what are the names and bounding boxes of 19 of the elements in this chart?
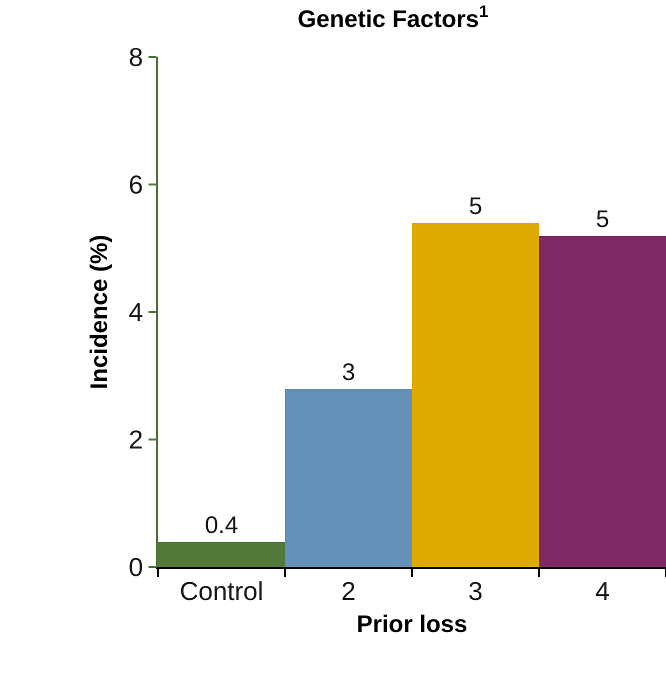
bar [412, 223, 539, 567]
bar [539, 236, 666, 567]
bar [285, 389, 412, 567]
data-label: 5 [596, 206, 610, 233]
data-label: 0.4 [204, 512, 238, 539]
y-axis-title: Incidence (%) [86, 234, 114, 390]
data-label: 3 [342, 359, 356, 386]
x-tick-label: 2 [341, 576, 356, 606]
chart-title: Genetic Factors$^{1}$ [298, 2, 488, 33]
data-label: 5 [468, 193, 482, 220]
y-tick-label: 0 [128, 552, 144, 582]
x-tick-label: Control [180, 576, 264, 606]
x-tick-label: 3 [468, 576, 483, 606]
y-tick-label: 2 [128, 424, 144, 455]
y-tick-label: 6 [128, 170, 144, 200]
x-tick-label: 4 [595, 576, 610, 606]
y-tick-label: 8 [128, 42, 144, 72]
y-tick-label: 4 [128, 297, 144, 328]
x-axis-title: Prior loss [356, 610, 468, 638]
